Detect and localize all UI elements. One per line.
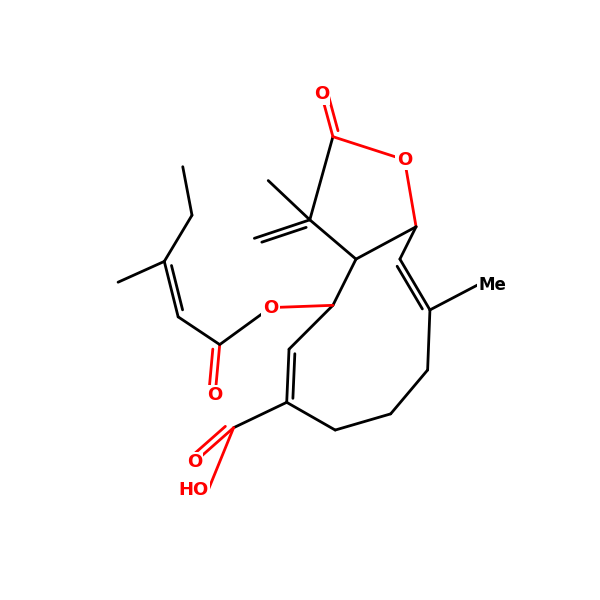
Text: O: O xyxy=(314,85,329,103)
Text: O: O xyxy=(187,454,202,472)
Text: O: O xyxy=(208,386,223,404)
Text: O: O xyxy=(397,151,412,169)
Text: O: O xyxy=(263,299,278,317)
Text: HO: HO xyxy=(178,481,208,499)
Text: Me: Me xyxy=(478,275,506,293)
